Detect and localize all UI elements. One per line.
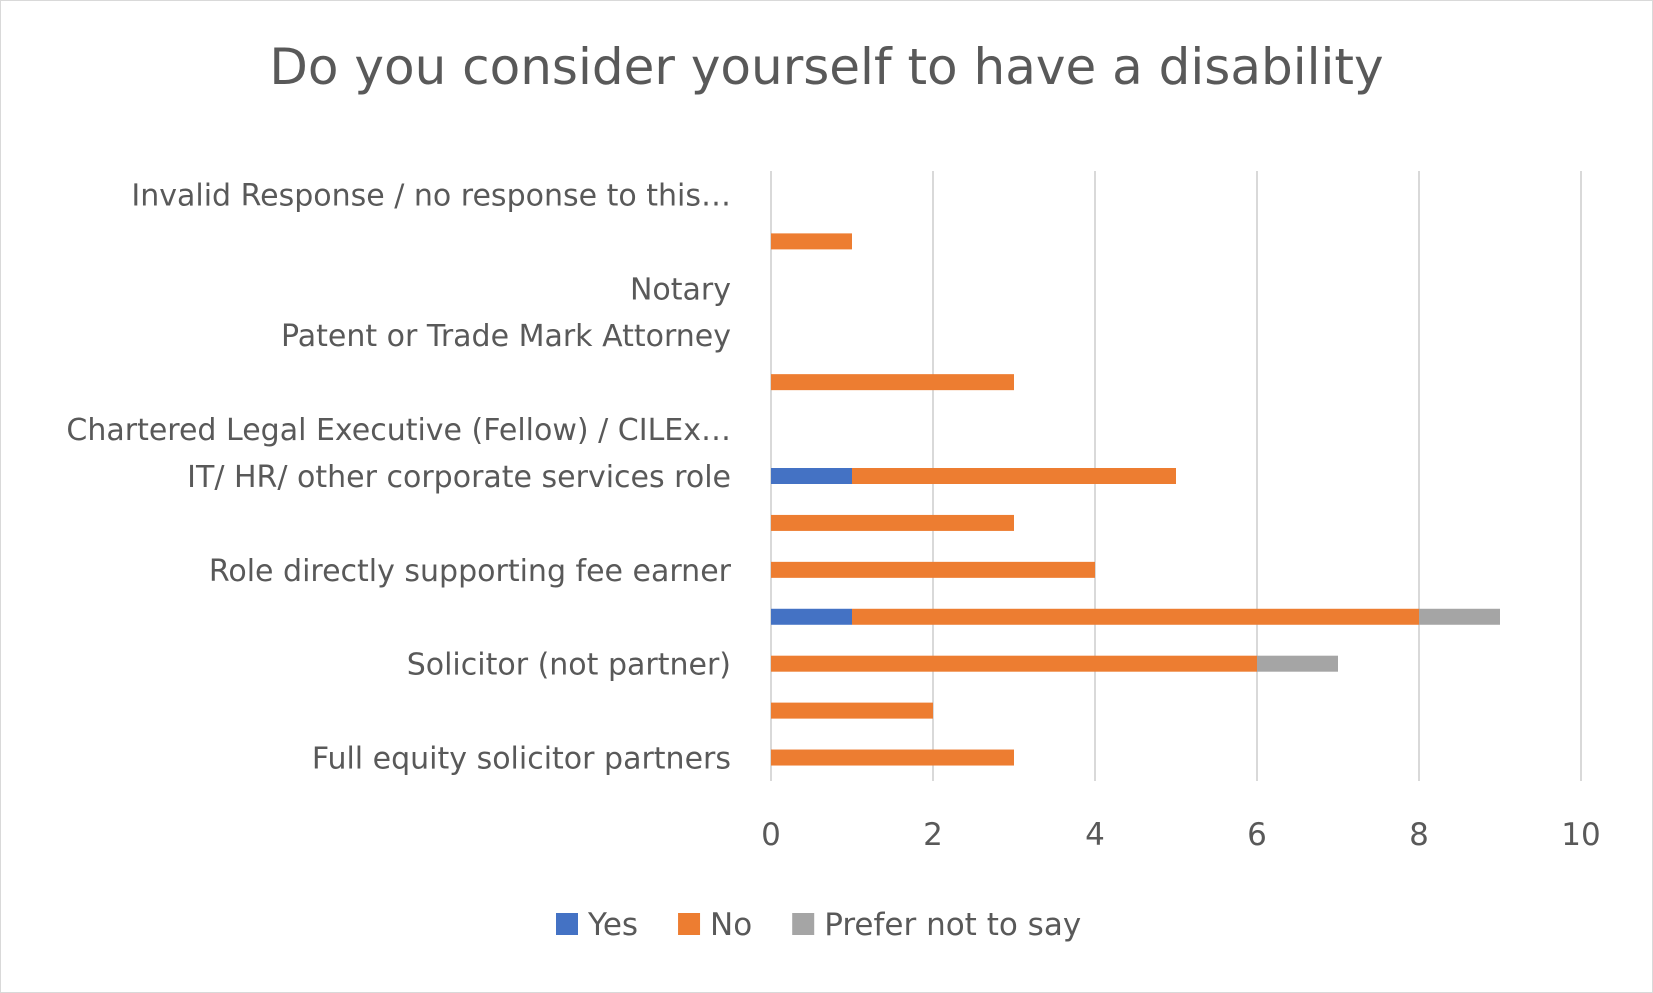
- bar-segment-prefer-not-to-say: [1419, 608, 1500, 625]
- legend: Yes No Prefer not to say: [556, 907, 1081, 943]
- category-label: Notary: [630, 272, 731, 307]
- x-tick-label: 8: [1409, 817, 1429, 853]
- category-label: Invalid Response / no response to this…: [131, 178, 731, 213]
- bar-segment-no: [771, 655, 1257, 672]
- bar-segment-no: [771, 233, 852, 250]
- bar-segment-prefer-not-to-say: [1257, 655, 1338, 672]
- x-axis-tick-labels: 0 2 4 6 8 10: [761, 817, 1601, 853]
- category-label: Role directly supporting fee earner: [209, 554, 732, 589]
- chart-title: Do you consider yourself to have a disab…: [269, 38, 1384, 96]
- bar-segment-no: [771, 374, 1014, 391]
- category-labels: Full equity solicitor partners Solicitor …: [66, 178, 731, 776]
- x-tick-label: 6: [1247, 817, 1267, 853]
- bar-segment-no: [852, 468, 1176, 484]
- bar-segment-no: [771, 514, 1014, 531]
- category-label: Patent or Trade Mark Attorney: [281, 319, 731, 354]
- category-label: Solicitor (not partner): [407, 648, 731, 683]
- x-tick-label: 4: [1085, 817, 1105, 853]
- bar-segment-no: [771, 561, 1095, 578]
- bar-segment-no: [771, 702, 933, 719]
- category-label: Chartered Legal Executive (Fellow) / CIL…: [66, 413, 731, 448]
- x-tick-label: 2: [923, 817, 943, 853]
- x-tick-label: 0: [761, 817, 781, 853]
- category-label: IT/ HR/ other corporate services role: [187, 460, 731, 495]
- bar-segment-yes: [771, 468, 852, 484]
- bar-segment-no: [771, 749, 1014, 766]
- bars: [771, 233, 1500, 766]
- legend-swatch: [678, 913, 701, 935]
- x-tick-label: 10: [1561, 817, 1600, 853]
- legend-label: No: [710, 907, 752, 943]
- legend-label: Prefer not to say: [824, 907, 1081, 943]
- bar-segment-yes: [771, 608, 852, 625]
- category-label: Full equity solicitor partners: [312, 742, 731, 777]
- legend-swatch: [792, 913, 815, 935]
- bar-segment-no: [852, 608, 1419, 625]
- legend-label: Yes: [587, 907, 638, 943]
- legend-swatch: [556, 913, 578, 935]
